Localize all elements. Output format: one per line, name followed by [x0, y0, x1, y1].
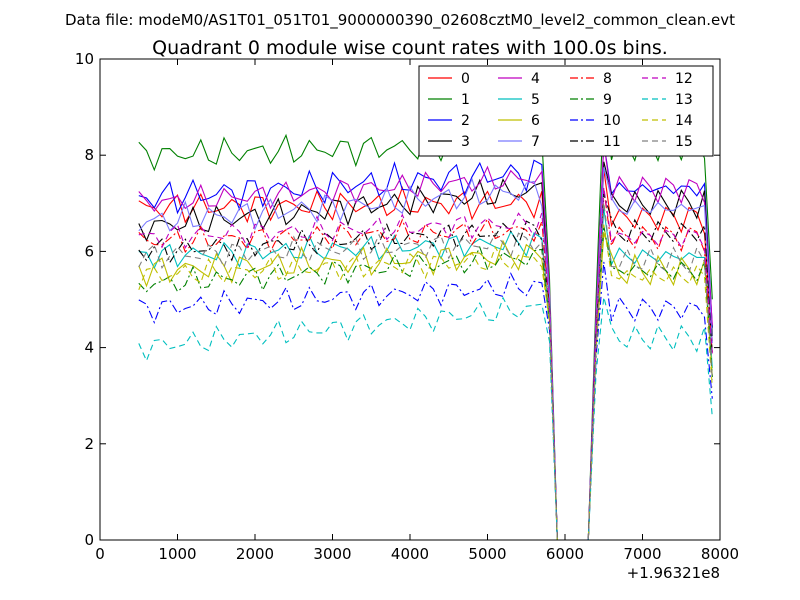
x-tick-label: 6000: [546, 545, 584, 563]
legend-label-14: 14: [675, 113, 693, 129]
x-tick-label: 0: [95, 545, 105, 563]
legend-label-1: 1: [461, 92, 470, 108]
legend-label-5: 5: [531, 92, 540, 108]
x-tick-label: 3000: [313, 545, 351, 563]
x-tick-label: 2000: [236, 545, 274, 563]
y-tick-label: 2: [84, 435, 94, 453]
series-line-3: [138, 161, 713, 541]
series-line-5: [138, 208, 713, 541]
legend-label-10: 10: [603, 113, 621, 129]
y-tick-label: 0: [84, 531, 94, 549]
series-line-2: [138, 142, 713, 541]
series-line-14: [138, 224, 713, 541]
series-line-9: [138, 225, 713, 541]
y-tick-label: 8: [84, 146, 94, 164]
legend-label-3: 3: [461, 134, 470, 150]
x-offset-label: +1.96321e8: [627, 564, 720, 582]
legend-label-13: 13: [675, 92, 693, 108]
x-tick-label: 7000: [623, 545, 661, 563]
chart-title: Quadrant 0 module wise count rates with …: [152, 37, 668, 59]
series-line-0: [138, 169, 713, 541]
legend-label-11: 11: [603, 134, 621, 150]
series-line-7: [138, 167, 713, 541]
series-line-4: [138, 142, 713, 541]
series-line-8: [138, 189, 713, 541]
x-tick-label: 5000: [468, 545, 506, 563]
supertitle: Data file: modeM0/AS1T01_051T01_90000003…: [65, 11, 735, 30]
legend-label-2: 2: [461, 113, 470, 129]
legend-label-15: 15: [675, 134, 693, 150]
y-tick-label: 6: [84, 242, 94, 260]
legend-label-4: 4: [531, 71, 540, 87]
legend-label-7: 7: [531, 134, 540, 150]
y-tick-label: 4: [84, 339, 94, 357]
y-tick-label: 10: [75, 50, 94, 68]
x-tick-label: 1000: [158, 545, 196, 563]
legend-label-9: 9: [603, 92, 612, 108]
series-line-10: [138, 261, 713, 541]
series-line-6: [138, 233, 713, 541]
plot-frame: [99, 58, 721, 541]
legend-label-6: 6: [531, 113, 540, 129]
x-tick-label: 8000: [701, 545, 739, 563]
legend-label-12: 12: [675, 71, 693, 87]
x-tick-label: 4000: [391, 545, 429, 563]
series-line-13: [138, 296, 713, 541]
legend-label-8: 8: [603, 71, 612, 87]
legend-label-0: 0: [461, 71, 470, 87]
